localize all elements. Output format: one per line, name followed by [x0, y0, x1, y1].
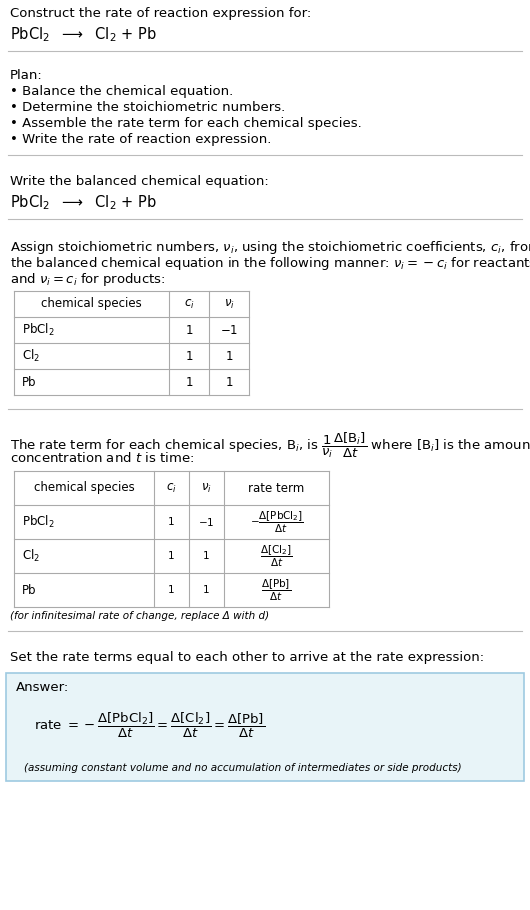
Text: PbCl$_2$  $\longrightarrow$  Cl$_2$ + Pb: PbCl$_2$ $\longrightarrow$ Cl$_2$ + Pb — [10, 193, 157, 212]
Text: PbCl$_2$  $\longrightarrow$  Cl$_2$ + Pb: PbCl$_2$ $\longrightarrow$ Cl$_2$ + Pb — [10, 25, 157, 44]
Text: PbCl$_2$: PbCl$_2$ — [22, 514, 55, 530]
Text: Answer:: Answer: — [16, 681, 69, 694]
Text: 1: 1 — [203, 585, 210, 595]
Text: $-\dfrac{\Delta[\mathrm{PbCl_2}]}{\Delta t}$: $-\dfrac{\Delta[\mathrm{PbCl_2}]}{\Delta… — [250, 510, 304, 535]
Text: • Determine the stoichiometric numbers.: • Determine the stoichiometric numbers. — [10, 101, 285, 114]
Text: • Balance the chemical equation.: • Balance the chemical equation. — [10, 85, 233, 98]
Text: Pb: Pb — [22, 583, 37, 596]
Text: Cl$_2$: Cl$_2$ — [22, 348, 40, 364]
Text: Assign stoichiometric numbers, $\nu_i$, using the stoichiometric coefficients, $: Assign stoichiometric numbers, $\nu_i$, … — [10, 239, 530, 256]
Text: and $\nu_i = c_i$ for products:: and $\nu_i = c_i$ for products: — [10, 271, 165, 288]
Text: 1: 1 — [186, 323, 193, 337]
Text: Construct the rate of reaction expression for:: Construct the rate of reaction expressio… — [10, 7, 311, 20]
Text: 1: 1 — [168, 585, 175, 595]
Text: $\nu_i$: $\nu_i$ — [201, 481, 212, 494]
Text: 1: 1 — [186, 376, 193, 389]
Text: $c_i$: $c_i$ — [166, 481, 177, 494]
Text: 1: 1 — [186, 349, 193, 362]
Text: Cl$_2$: Cl$_2$ — [22, 548, 40, 564]
Text: the balanced chemical equation in the following manner: $\nu_i = -c_i$ for react: the balanced chemical equation in the fo… — [10, 255, 530, 272]
Text: Write the balanced chemical equation:: Write the balanced chemical equation: — [10, 175, 269, 188]
Text: (for infinitesimal rate of change, replace Δ with d): (for infinitesimal rate of change, repla… — [10, 611, 269, 621]
FancyBboxPatch shape — [6, 673, 524, 781]
Text: $\nu_i$: $\nu_i$ — [224, 298, 234, 310]
Text: • Write the rate of reaction expression.: • Write the rate of reaction expression. — [10, 133, 271, 146]
Text: 1: 1 — [225, 349, 233, 362]
Text: (assuming constant volume and no accumulation of intermediates or side products): (assuming constant volume and no accumul… — [24, 763, 462, 773]
Text: rate term: rate term — [249, 481, 305, 494]
Text: concentration and $t$ is time:: concentration and $t$ is time: — [10, 451, 194, 465]
Text: chemical species: chemical species — [41, 298, 142, 310]
Text: $\dfrac{\Delta[\mathrm{Pb}]}{\Delta t}$: $\dfrac{\Delta[\mathrm{Pb}]}{\Delta t}$ — [261, 577, 292, 602]
Text: Set the rate terms equal to each other to arrive at the rate expression:: Set the rate terms equal to each other t… — [10, 651, 484, 664]
Text: Pb: Pb — [22, 376, 37, 389]
Text: 1: 1 — [203, 551, 210, 561]
Text: $-1$: $-1$ — [220, 323, 238, 337]
Text: chemical species: chemical species — [33, 481, 135, 494]
Text: $-1$: $-1$ — [198, 516, 215, 528]
Text: Plan:: Plan: — [10, 69, 43, 82]
Text: 1: 1 — [168, 517, 175, 527]
Text: $c_i$: $c_i$ — [183, 298, 195, 310]
Text: $\dfrac{\Delta[\mathrm{Cl_2}]}{\Delta t}$: $\dfrac{\Delta[\mathrm{Cl_2}]}{\Delta t}… — [260, 543, 293, 569]
Text: The rate term for each chemical species, B$_i$, is $\dfrac{1}{\nu_i}\dfrac{\Delt: The rate term for each chemical species,… — [10, 431, 530, 460]
Text: rate $= -\dfrac{\Delta[\mathrm{PbCl_2}]}{\Delta t} = \dfrac{\Delta[\mathrm{Cl_2}: rate $= -\dfrac{\Delta[\mathrm{PbCl_2}]}… — [34, 711, 265, 740]
Text: 1: 1 — [225, 376, 233, 389]
Text: 1: 1 — [168, 551, 175, 561]
Text: PbCl$_2$: PbCl$_2$ — [22, 322, 55, 338]
Text: • Assemble the rate term for each chemical species.: • Assemble the rate term for each chemic… — [10, 117, 362, 130]
